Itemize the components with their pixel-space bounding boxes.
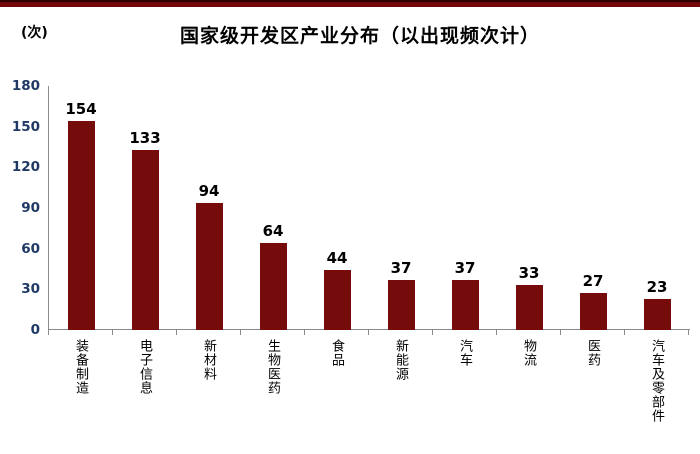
y-axis-tick-label: 150: [11, 118, 40, 135]
category-label: 汽车及零部件: [649, 339, 664, 423]
x-axis-tick-mark: [240, 330, 241, 335]
bar: [67, 121, 95, 330]
y-axis-tick-label: 90: [21, 200, 40, 216]
x-axis-tick-mark: [48, 330, 49, 335]
bar-value-label: 94: [198, 181, 220, 200]
x-axis-tick-mark: [688, 330, 689, 335]
y-axis-tick-label: 60: [21, 240, 40, 257]
bar-value-label: 64: [262, 222, 284, 241]
category-label: 物流: [521, 339, 536, 367]
x-axis-tick-mark: [368, 330, 369, 335]
bar-value-label: 133: [129, 128, 161, 147]
bar-value-label: 33: [518, 264, 540, 283]
bar-value-label: 37: [454, 258, 476, 277]
category-label: 医药: [585, 339, 600, 367]
bar: [515, 285, 543, 330]
category-label: 食品: [329, 339, 344, 367]
bar: [259, 243, 287, 330]
y-axis-unit-label: (次): [21, 25, 48, 41]
y-axis-line: [48, 86, 50, 330]
bar-value-label: 27: [582, 272, 604, 291]
x-axis-tick-mark: [112, 330, 113, 335]
bar-value-label: 154: [65, 100, 97, 119]
bar: [579, 293, 607, 330]
top-banner-rule: [0, 0, 700, 7]
bar-value-label: 37: [390, 258, 412, 277]
bar-value-label: 23: [646, 277, 668, 296]
x-axis-tick-mark: [304, 330, 305, 335]
bar: [643, 298, 671, 330]
category-label: 汽车: [457, 339, 472, 367]
category-label: 新材料: [201, 339, 216, 381]
y-axis-tick-label: 0: [30, 322, 40, 338]
bar: [131, 149, 159, 330]
category-label: 电子信息: [137, 339, 152, 395]
bar: [195, 202, 223, 330]
x-axis-tick-mark: [496, 330, 497, 335]
y-axis-tick-label: 180: [11, 78, 40, 94]
x-axis-tick-mark: [624, 330, 625, 335]
x-axis-tick-mark: [560, 330, 561, 335]
y-axis-tick-label: 120: [11, 159, 40, 176]
y-axis-tick-label: 30: [21, 281, 40, 298]
bar-value-label: 44: [326, 249, 348, 268]
category-label: 装备制造: [73, 339, 88, 395]
x-axis-tick-mark: [176, 330, 177, 335]
category-label: 生物医药: [265, 339, 280, 395]
chart-title: 国家级开发区产业分布（以出现频次计）: [179, 25, 540, 47]
bar: [451, 279, 479, 330]
category-label: 新能源: [393, 339, 408, 381]
x-axis-line: [48, 329, 690, 331]
x-axis-tick-mark: [432, 330, 433, 335]
bar: [323, 270, 351, 330]
bar: [387, 279, 415, 330]
